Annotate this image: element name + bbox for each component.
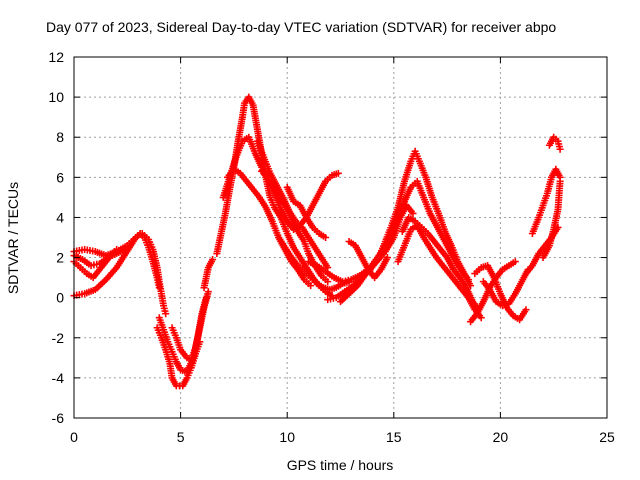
data-point <box>409 209 417 217</box>
data-point <box>464 276 472 284</box>
y-tick-label: -4 <box>52 370 65 386</box>
chart-title: Day 077 of 2023, Sidereal Day-to-day VTE… <box>46 19 556 35</box>
y-axis-title: SDTVAR / TECUs <box>5 182 21 294</box>
x-tick-label: 5 <box>177 429 185 445</box>
x-tick-label: 20 <box>493 429 509 445</box>
y-tick-label: -2 <box>52 330 65 346</box>
x-tick-label: 10 <box>279 429 295 445</box>
y-tick-label: 12 <box>48 49 64 65</box>
data-point <box>334 169 342 177</box>
axis-ticks: 0 5 10 15 20 25 -6 -4 -2 0 2 4 6 8 10 12 <box>48 49 615 445</box>
data-point <box>522 306 530 314</box>
y-tick-label: 6 <box>56 169 64 185</box>
x-tick-label: 0 <box>70 429 78 445</box>
data-point <box>556 145 564 153</box>
data-point <box>511 258 519 266</box>
data-point <box>307 282 315 290</box>
data-point <box>556 177 564 185</box>
data-point <box>162 310 170 318</box>
y-tick-label: 10 <box>48 89 64 105</box>
data-point <box>383 254 391 262</box>
data-point <box>324 278 332 286</box>
y-tick-label: 2 <box>56 250 64 266</box>
data-point <box>477 314 485 322</box>
y-tick-label: 4 <box>56 209 64 225</box>
data-point <box>204 288 212 296</box>
x-tick-label: 25 <box>599 429 615 445</box>
y-tick-label: 8 <box>56 129 64 145</box>
plot-frame <box>73 56 608 419</box>
y-tick-label: 0 <box>56 290 64 306</box>
x-axis-title: GPS time / hours <box>287 457 394 473</box>
data-point <box>322 234 330 241</box>
x-tick-label: 15 <box>386 429 402 445</box>
y-tick-label: -6 <box>52 410 65 426</box>
data-point <box>209 256 217 264</box>
data-point <box>155 284 163 292</box>
data-point <box>121 246 129 254</box>
